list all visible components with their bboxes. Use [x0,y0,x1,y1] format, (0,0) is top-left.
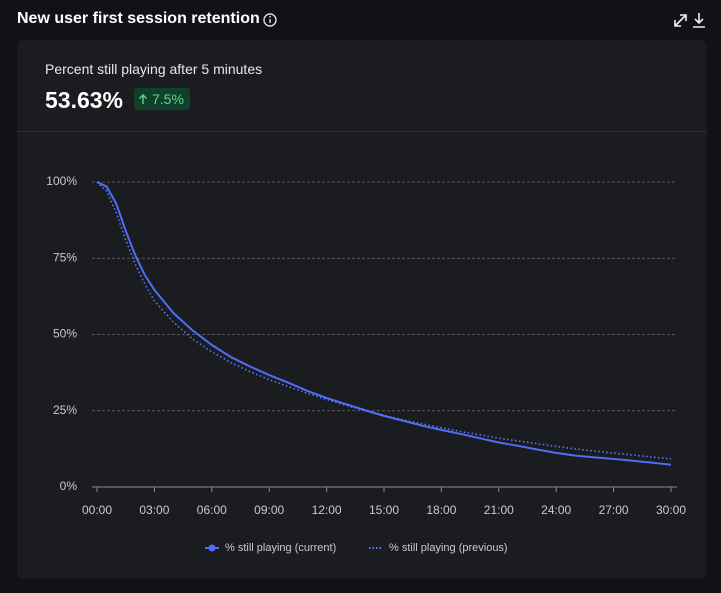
divider [17,131,707,132]
expand-icon[interactable] [671,10,691,30]
delta-value: 7.5% [152,91,184,107]
metric-value: 53.63% [45,87,124,113]
delta-badge: 7.5% [134,88,190,110]
info-icon[interactable] [262,11,282,31]
metric-label: Percent still playing after 5 minutes [45,61,263,77]
up-arrow [139,94,147,104]
download-icon[interactable] [690,10,710,30]
widget-title: New user first session retention [17,10,260,27]
card [17,40,707,579]
